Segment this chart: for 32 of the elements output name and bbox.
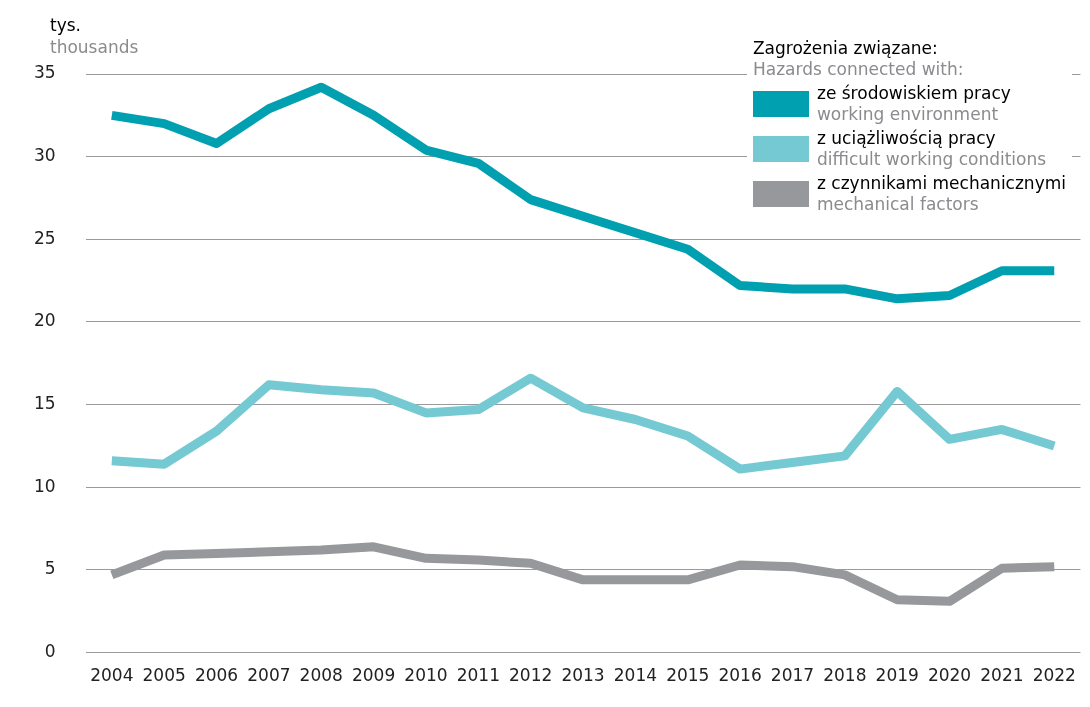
y-tick-label: 25 — [33, 227, 56, 248]
y-tick-label: 20 — [33, 310, 56, 331]
x-tick-label: 2020 — [927, 665, 972, 686]
y-tick-label: 10 — [33, 475, 56, 496]
x-tick-label: 2016 — [718, 665, 762, 686]
y-tick-label: 30 — [33, 145, 56, 166]
y-tick-label: 0 — [44, 641, 56, 662]
x-tick-label: 2021 — [980, 665, 1024, 686]
legend-label: z uciążliwością pracy difficult working conditions — [816, 128, 1047, 170]
y-tick-label: 35 — [33, 62, 56, 83]
x-tick-label: 2009 — [351, 665, 396, 686]
y-tick-label: 15 — [33, 393, 56, 414]
x-tick-label: 2005 — [142, 665, 186, 686]
x-tick-label: 2011 — [456, 665, 500, 686]
x-tick-label: 2014 — [613, 665, 658, 686]
x-tick-label: 2012 — [509, 665, 553, 686]
legend-label: ze środowiskiem pracy working environment — [816, 83, 1011, 125]
legend-title: Zagrożenia związane: Hazards connected with: — [752, 38, 965, 80]
x-tick-label: 2008 — [299, 665, 343, 686]
legend-label: z czynnikami mechanicznymi mechanical factors — [816, 173, 1066, 215]
x-tick-label: 2015 — [666, 665, 710, 686]
x-tick-label: 2007 — [247, 665, 291, 686]
x-tick-label: 2013 — [561, 665, 605, 686]
x-tick-label: 2004 — [90, 665, 134, 686]
x-tick-label: 2006 — [194, 665, 239, 686]
x-tick-label: 2010 — [404, 665, 448, 686]
x-tick-label: 2022 — [1032, 665, 1076, 686]
x-tick-label: 2019 — [875, 665, 919, 686]
x-tick-label: 2017 — [770, 665, 815, 686]
y-tick-label: 5 — [44, 558, 56, 579]
y-axis-title: tys. thousands — [50, 14, 139, 58]
x-tick-label: 2018 — [823, 665, 867, 686]
